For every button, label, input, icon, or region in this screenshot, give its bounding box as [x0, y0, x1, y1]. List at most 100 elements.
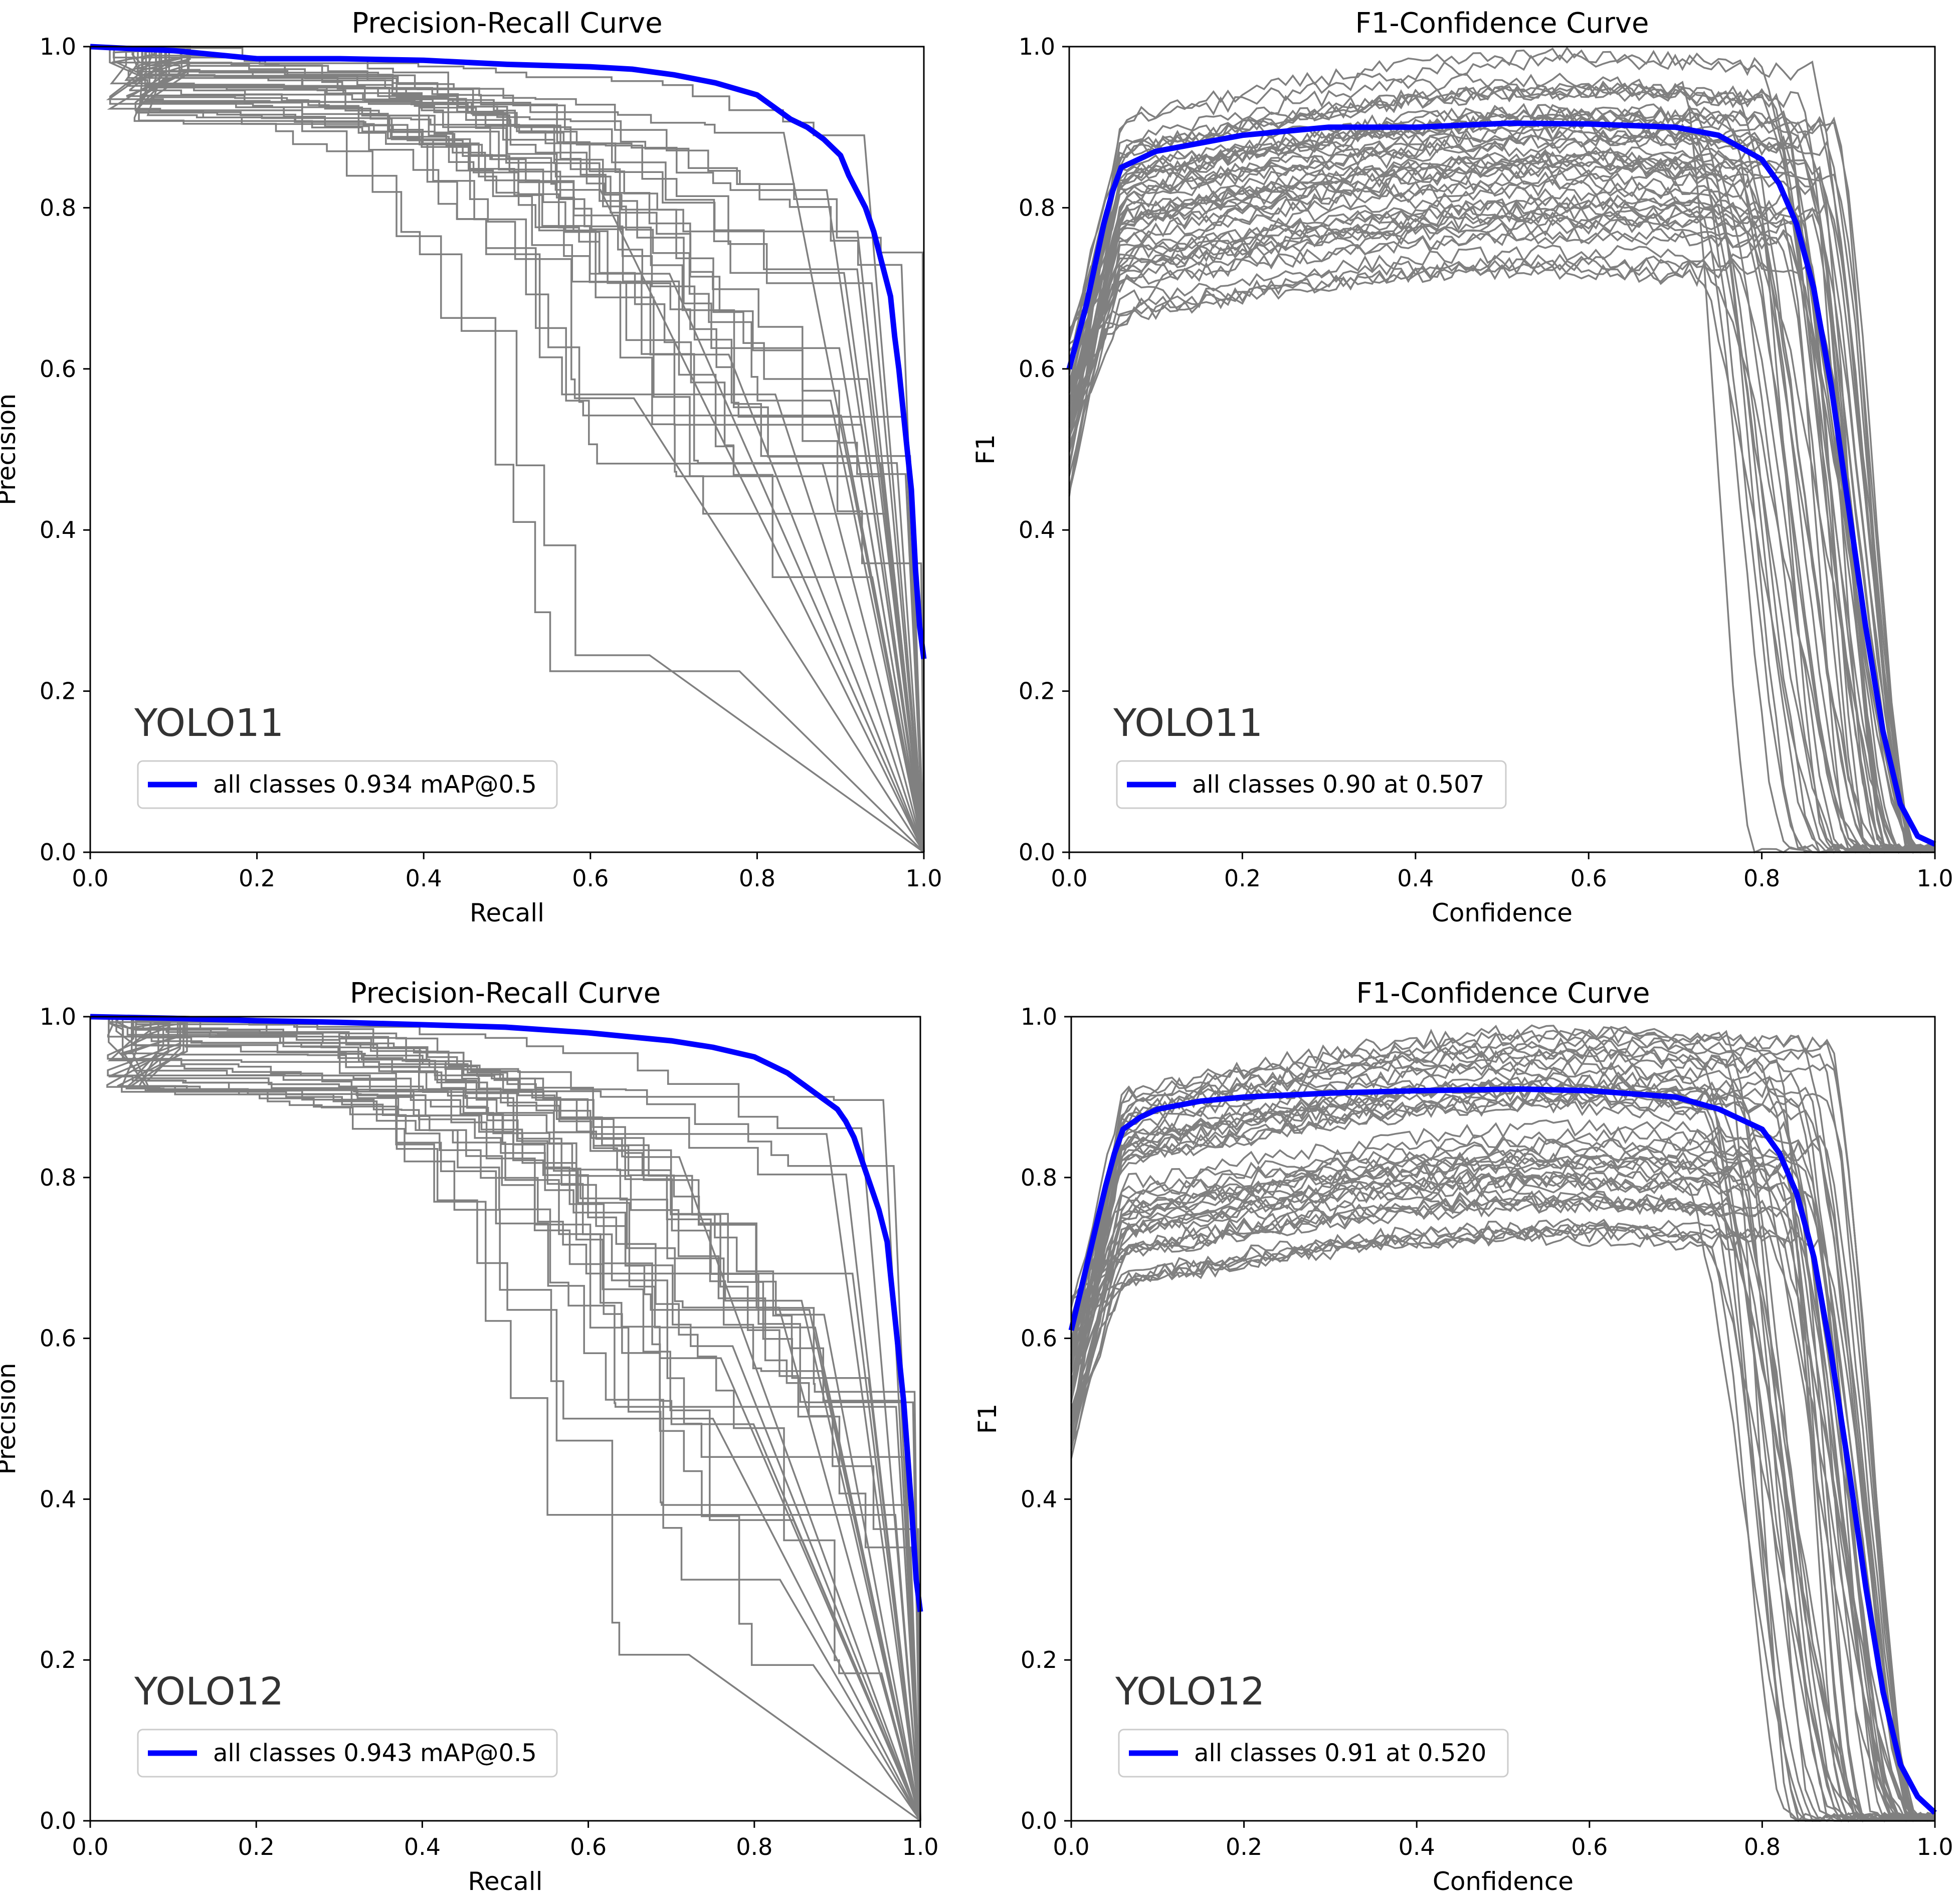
class-curve [1070, 1152, 1935, 1822]
y-tick-label: 0.0 [40, 1807, 76, 1834]
chart-title: F1-Confidence Curve [1355, 7, 1649, 40]
class-curve [1070, 1172, 1935, 1822]
class-curve [1068, 173, 1935, 853]
model-label: YOLO11 [1113, 700, 1263, 745]
x-tick-label: 0.8 [1743, 865, 1780, 892]
class-curve [90, 46, 925, 853]
legend-label: all classes 0.934 mAP@0.5 [213, 771, 537, 799]
class-curve [90, 1016, 921, 1821]
class-curve [1070, 1089, 1935, 1822]
model-label: YOLO11 [134, 700, 284, 745]
axes-frame [89, 46, 925, 853]
class-curve [1068, 72, 1936, 854]
y-tick-label: 0.4 [1019, 516, 1055, 543]
class-curve [90, 1016, 921, 1821]
x-axis-label: Recall [470, 898, 544, 927]
class-curve [1068, 146, 1935, 854]
chart-panel-4: 0.0 0.2 0.4 0.6 0.8 1.0 0.0 0.2 0.4 0.6 0.8 1.0 F1-C… [973, 977, 1953, 1896]
x-axis-label: Recall [468, 1867, 542, 1896]
class-curve [1069, 253, 1935, 853]
legend-box [137, 760, 558, 809]
x-tick-label: 0.2 [239, 865, 275, 892]
y-tick-label: 0.4 [40, 516, 76, 543]
legend-label: all classes 0.943 mAP@0.5 [213, 1739, 537, 1767]
class-curve [90, 1016, 921, 1821]
y-tick-label: 1.0 [40, 33, 76, 60]
axes-frame [89, 1016, 921, 1822]
class-curve [1070, 1036, 1936, 1822]
class-curve [1070, 1158, 1935, 1822]
y-tick-label: 0.2 [40, 1646, 76, 1673]
x-tick-label: 0.6 [1571, 865, 1607, 892]
class-curve [1070, 1192, 1935, 1822]
class-curve [1068, 129, 1935, 854]
legend-box [1118, 1729, 1509, 1778]
class-curve [90, 1016, 921, 1821]
class-curve [1068, 178, 1935, 854]
x-tick-label: 1.0 [905, 865, 942, 892]
class-curve [1068, 226, 1935, 853]
class-curve [1070, 1064, 1935, 1822]
class-curve [90, 1016, 921, 1821]
class-curve [1070, 1224, 1936, 1822]
class-curve [1068, 227, 1935, 853]
y-tick-label: 0.8 [40, 1164, 76, 1191]
class-curve [1068, 103, 1935, 853]
class-curves [90, 46, 925, 853]
y-tick-label: 0.2 [1021, 1646, 1057, 1673]
class-curve [90, 1016, 921, 1821]
chart-title: Precision-Recall Curve [351, 7, 662, 40]
x-tick-label: 0.4 [406, 865, 442, 892]
class-curve [1070, 1093, 1936, 1822]
class-curve [1068, 193, 1936, 854]
class-curve [1068, 212, 1936, 853]
class-curve [1068, 122, 1935, 854]
y-tick-label: 1.0 [1021, 1003, 1057, 1030]
class-curve [90, 46, 925, 853]
class-curve [1070, 1154, 1935, 1822]
x-tick-label: 1.0 [1916, 865, 1953, 892]
class-curve [1070, 1190, 1935, 1822]
class-curve [1070, 1146, 1935, 1822]
x-tick-label: 1.0 [902, 1833, 938, 1860]
x-tick-label: 0.4 [1397, 865, 1434, 892]
chart-title: Precision-Recall Curve [350, 977, 661, 1010]
class-curve [90, 46, 925, 853]
class-curve [1070, 1137, 1936, 1822]
x-tick-label: 0.0 [72, 1833, 108, 1860]
class-curve [90, 1016, 921, 1822]
x-tick-label: 0.6 [1571, 1833, 1608, 1860]
class-curve [1070, 1045, 1935, 1822]
series-all-classes [1066, 120, 1936, 847]
legend-label: all classes 0.91 at 0.520 [1194, 1739, 1486, 1767]
y-tick-label: 0.6 [40, 355, 76, 383]
y-tick-label: 0.4 [1021, 1485, 1057, 1512]
class-curve [1068, 218, 1936, 854]
axes-frame [1070, 1016, 1936, 1822]
x-tick-label: 0.2 [1226, 1833, 1262, 1860]
class-curve [1068, 151, 1935, 853]
class-curve [1068, 206, 1935, 853]
legend-label: all classes 0.90 at 0.507 [1192, 771, 1484, 799]
x-tick-label: 0.0 [72, 865, 108, 892]
class-curve [1070, 1036, 1935, 1822]
class-curve [1070, 1086, 1935, 1822]
chart-panel-3: 0.0 0.2 0.4 0.6 0.8 1.0 0.0 0.2 0.4 0.6 0.8 1.0 Prec… [0, 977, 939, 1896]
class-curve [90, 1016, 921, 1821]
class-curve [1068, 106, 1935, 854]
class-curve [1068, 80, 1935, 853]
x-tick-label: 0.0 [1053, 1833, 1089, 1860]
class-curve [90, 46, 925, 853]
model-label: YOLO12 [1115, 1669, 1265, 1714]
class-curve [1068, 168, 1935, 853]
class-curve [1070, 1026, 1935, 1822]
chart-title: F1-Confidence Curve [1356, 977, 1650, 1010]
x-tick-label: 0.2 [1224, 865, 1261, 892]
class-curve [1068, 126, 1935, 853]
class-curve [1068, 158, 1935, 853]
y-tick-label: 0.2 [1019, 678, 1055, 705]
x-tick-label: 0.4 [1399, 1833, 1435, 1860]
class-curve [90, 46, 925, 853]
x-tick-label: 0.6 [572, 865, 609, 892]
y-tick-label: 0.2 [40, 678, 76, 705]
